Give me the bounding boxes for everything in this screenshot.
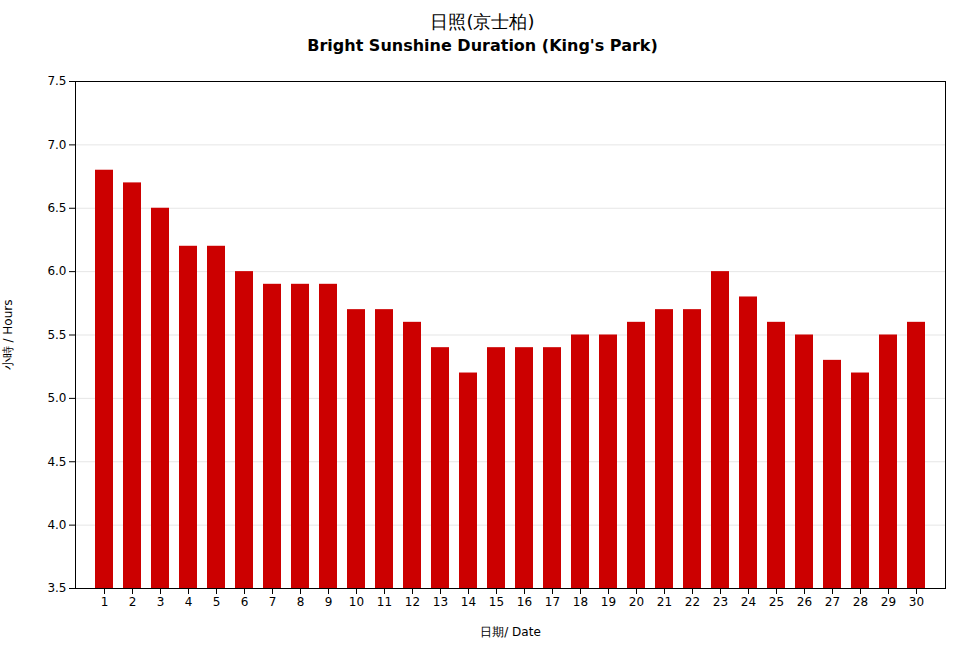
- svg-text:6.5: 6.5: [47, 201, 66, 215]
- svg-text:5.5: 5.5: [47, 328, 66, 342]
- svg-text:6: 6: [241, 595, 249, 609]
- svg-text:30: 30: [909, 595, 924, 609]
- svg-text:14: 14: [461, 595, 476, 609]
- svg-text:1: 1: [101, 595, 109, 609]
- svg-text:10: 10: [349, 595, 364, 609]
- svg-text:18: 18: [573, 595, 588, 609]
- svg-text:4.0: 4.0: [47, 518, 66, 532]
- svg-text:29: 29: [881, 595, 896, 609]
- svg-text:日期/ Date: 日期/ Date: [480, 625, 541, 639]
- svg-text:15: 15: [489, 595, 504, 609]
- svg-text:16: 16: [517, 595, 532, 609]
- svg-text:9: 9: [325, 595, 333, 609]
- html-text:Bright Sunshine Duration (King: Bright Sunshine Duration (King's Park): [307, 36, 658, 55]
- svg-text:5.0: 5.0: [47, 391, 66, 405]
- svg-text:24: 24: [741, 595, 756, 609]
- svg-text:7: 7: [269, 595, 277, 609]
- svg-text:26: 26: [797, 595, 812, 609]
- svg-text:28: 28: [853, 595, 868, 609]
- svg-text:4.5: 4.5: [47, 455, 66, 469]
- svg-text:小時 / Hours: 小時 / Hours: [1, 300, 15, 371]
- svg-text:20: 20: [629, 595, 644, 609]
- svg-text:27: 27: [825, 595, 840, 609]
- svg-text:21: 21: [657, 595, 672, 609]
- svg-text:2: 2: [129, 595, 137, 609]
- svg-text:6.0: 6.0: [47, 264, 66, 278]
- svg-text:12: 12: [405, 595, 420, 609]
- svg-text:25: 25: [769, 595, 784, 609]
- svg-text:23: 23: [713, 595, 728, 609]
- svg-text:17: 17: [545, 595, 560, 609]
- svg-text:11: 11: [377, 595, 392, 609]
- svg-text:5: 5: [213, 595, 221, 609]
- svg-text:13: 13: [433, 595, 448, 609]
- svg-text:8: 8: [297, 595, 305, 609]
- svg-text:7.0: 7.0: [47, 138, 66, 152]
- svg-text:3: 3: [157, 595, 165, 609]
- svg-text:19: 19: [601, 595, 616, 609]
- svg-text:4: 4: [185, 595, 193, 609]
- html-text:日照(京士柏): 日照(京士柏): [430, 11, 535, 32]
- svg-text:22: 22: [685, 595, 700, 609]
- svg-text:7.5: 7.5: [47, 74, 66, 88]
- svg-text:3.5: 3.5: [47, 581, 66, 595]
